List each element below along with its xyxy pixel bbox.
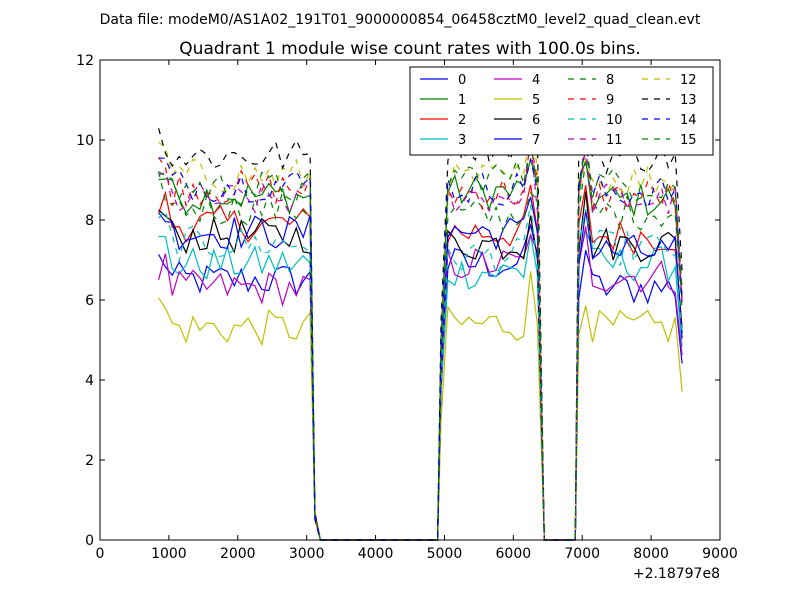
series-line-7 [158, 196, 683, 541]
series-line-6 [158, 191, 683, 541]
legend-label-6: 6 [532, 113, 540, 128]
series-lines [158, 113, 683, 541]
series-line-5 [158, 271, 683, 541]
series-line-15 [158, 133, 683, 541]
series-line-2 [158, 184, 683, 541]
series-line-9 [158, 140, 683, 541]
x-tick-label: 3000 [289, 546, 325, 562]
series-line-10 [158, 204, 683, 541]
legend-frame [409, 66, 714, 156]
y-tick-label: 4 [85, 373, 94, 389]
x-tick-label: 1000 [151, 546, 187, 562]
x-tick-label: 6000 [496, 546, 532, 562]
series-line-14 [158, 139, 683, 541]
legend-label-0: 0 [458, 73, 466, 88]
y-tick-label: 0 [85, 533, 94, 549]
x-tick-label: 5000 [427, 546, 463, 562]
series-line-4 [158, 226, 683, 541]
x-tick-label: 9000 [702, 546, 738, 562]
suptitle: Data file: modeM0/AS1A02_191T01_90000008… [100, 12, 701, 28]
legend-label-7: 7 [532, 133, 540, 148]
series-line-8 [158, 161, 683, 541]
legend-label-3: 3 [458, 133, 466, 148]
legend-label-8: 8 [606, 73, 614, 88]
x-tick-label: 8000 [633, 546, 669, 562]
legend-label-12: 12 [680, 73, 697, 88]
x-offset-label: +2.18797e8 [633, 566, 720, 582]
legend-label-4: 4 [532, 73, 540, 88]
legend-label-15: 15 [680, 133, 697, 148]
x-tick-label: 2000 [220, 546, 256, 562]
y-tick-label: 10 [76, 133, 94, 149]
y-tick-label: 2 [85, 453, 94, 469]
legend-label-5: 5 [532, 93, 540, 108]
legend-label-10: 10 [606, 113, 623, 128]
legend-label-13: 13 [680, 93, 697, 108]
chart-title: Quadrant 1 module wise count rates with … [179, 39, 640, 59]
legend-label-11: 11 [606, 133, 623, 148]
y-tick-label: 8 [85, 213, 94, 229]
legend-label-14: 14 [680, 113, 697, 128]
x-tick-label: 7000 [564, 546, 600, 562]
series-line-0 [158, 222, 683, 541]
series-line-3 [158, 228, 683, 541]
axes: 0 1000 2000 3000 4000 5000 6000 7000 8000 9000 0 2 4… [76, 53, 738, 562]
legend-label-2: 2 [458, 113, 466, 128]
legend-label-1: 1 [458, 93, 466, 108]
x-tick-label: 4000 [358, 546, 394, 562]
y-tick-label: 12 [76, 53, 94, 69]
legend-label-9: 9 [606, 93, 614, 108]
plot-border [99, 59, 721, 541]
y-tick-label: 6 [85, 293, 94, 309]
series-line-11 [158, 140, 683, 541]
x-tick-label: 0 [96, 546, 105, 562]
